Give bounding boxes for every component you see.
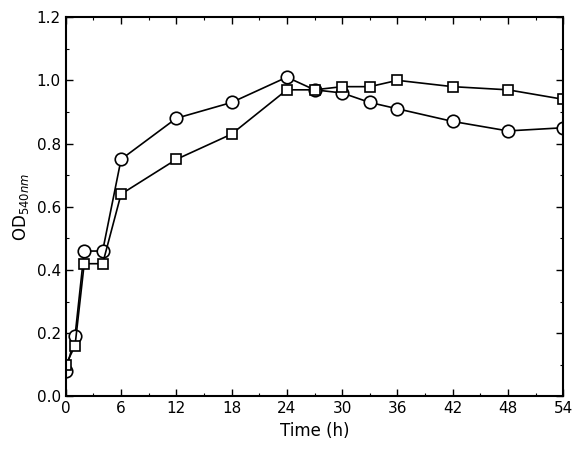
X-axis label: Time (h): Time (h) xyxy=(280,422,349,440)
Y-axis label: OD$_{540nm}$: OD$_{540nm}$ xyxy=(11,173,31,241)
